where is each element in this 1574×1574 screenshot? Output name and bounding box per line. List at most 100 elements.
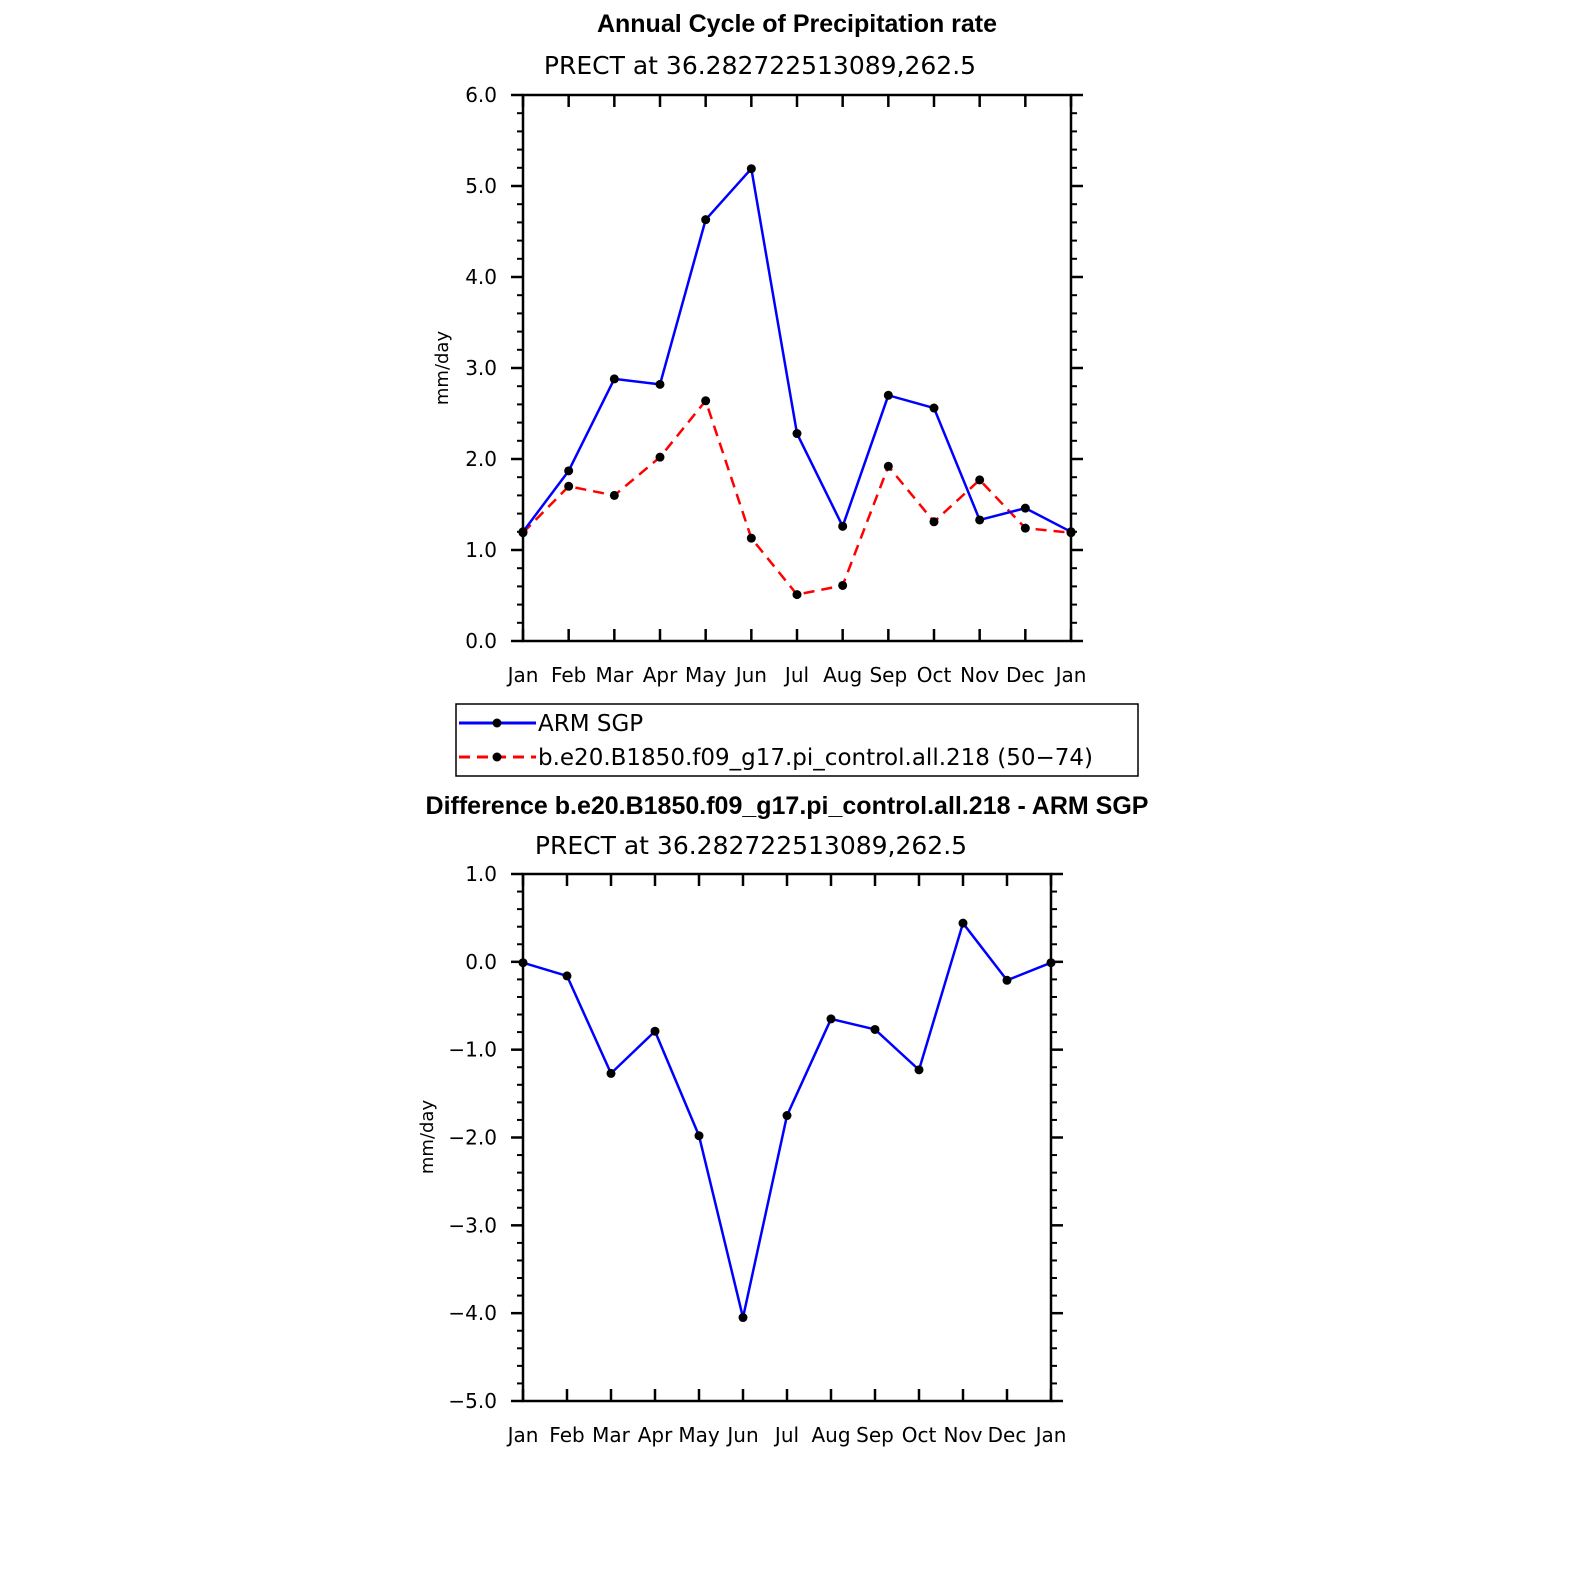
y-tick-label: −3.0 — [448, 1213, 497, 1237]
y-tick-label: 1.0 — [465, 538, 497, 562]
data-point — [738, 1313, 748, 1323]
x-tick-label: Mar — [595, 663, 634, 687]
data-point — [1020, 503, 1030, 513]
x-tick-label: Feb — [551, 663, 586, 687]
series-line — [521, 167, 1072, 533]
y-axis-label: mm/day — [417, 1100, 438, 1175]
x-tick-label: Nov — [960, 663, 999, 687]
x-tick-label: Feb — [549, 1423, 584, 1447]
x-tick-label: Jun — [734, 663, 767, 687]
chart-subtitle: PRECT at 36.282722513089,262.5 — [544, 51, 976, 80]
legend-marker-arm-sgp — [492, 718, 502, 728]
y-tick-labels: 0.0 1.0 2.0 3.0 4.0 5.0 6.0 — [465, 83, 497, 653]
y-tick-label: 3.0 — [465, 356, 497, 380]
data-point — [838, 521, 848, 531]
legend: ARM SGP b.e20.B1850.f09_g17.pi_control.a… — [455, 703, 1139, 777]
data-point — [655, 452, 665, 462]
y-tick-label: −1.0 — [448, 1038, 497, 1062]
x-tick-label: Jan — [506, 1423, 539, 1447]
data-point — [870, 1024, 880, 1034]
y-tick-label: −2.0 — [448, 1126, 497, 1150]
x-tick-label: Dec — [1006, 663, 1045, 687]
data-point — [606, 1068, 616, 1078]
y-tick-labels: −5.0 −4.0 −3.0 −2.0 −1.0 0.0 1.0 — [448, 862, 497, 1413]
x-tick-label: Aug — [811, 1423, 850, 1447]
y-tick-label: −5.0 — [448, 1389, 497, 1413]
chart-subtitle: PRECT at 36.282722513089,262.5 — [535, 831, 967, 860]
difference-chart: Difference b.e20.B1850.f09_g17.pi_contro… — [417, 792, 1148, 1447]
data-point — [564, 466, 574, 476]
x-tick-label: Apr — [638, 1423, 673, 1447]
x-tick-label: Aug — [823, 663, 862, 687]
x-tick-label: Jan — [1054, 663, 1087, 687]
x-tick-label: Sep — [869, 663, 907, 687]
chart-title: Difference b.e20.B1850.f09_g17.pi_contro… — [426, 792, 1149, 820]
data-point — [564, 481, 574, 491]
x-tick-label: Oct — [917, 663, 952, 687]
y-tick-label: −4.0 — [448, 1301, 497, 1325]
data-point — [655, 379, 665, 389]
x-tick-labels: Jan Feb Mar Apr May Jun Jul Aug Sep Oct Nov Dec Jan — [506, 1423, 1067, 1447]
series-line — [522, 921, 1052, 1319]
x-tick-label: May — [685, 663, 727, 687]
x-tick-label: Dec — [988, 1423, 1027, 1447]
data-point — [883, 390, 893, 400]
series-lines — [518, 164, 1076, 600]
data-point — [650, 1026, 660, 1036]
x-tick-label: Nov — [943, 1423, 982, 1447]
data-point — [929, 517, 939, 527]
data-point — [975, 475, 985, 485]
x-tick-label: Jul — [783, 663, 809, 687]
data-point — [746, 533, 756, 543]
data-point — [1002, 975, 1012, 985]
x-tick-label: Jan — [506, 663, 539, 687]
data-point — [609, 490, 619, 500]
plot-frame — [521, 93, 1073, 643]
x-tick-label: Sep — [856, 1423, 894, 1447]
plot-frame — [521, 872, 1053, 1403]
x-tick-label: Mar — [592, 1423, 631, 1447]
data-point — [782, 1111, 792, 1121]
x-tick-label: Jun — [725, 1423, 758, 1447]
data-point — [826, 1014, 836, 1024]
x-tick-labels: Jan Feb Mar Apr May Jun Jul Aug Sep Oct Nov Dec Jan — [506, 663, 1087, 687]
data-point — [701, 215, 711, 225]
y-tick-label: 5.0 — [465, 174, 497, 198]
y-tick-label: 0.0 — [465, 629, 497, 653]
y-axis-label: mm/day — [432, 331, 453, 406]
legend-label-arm-sgp: ARM SGP — [538, 711, 643, 737]
data-point — [701, 396, 711, 406]
data-point — [883, 461, 893, 471]
series-lines — [518, 918, 1056, 1323]
x-tick-label: May — [678, 1423, 720, 1447]
x-tick-label: Apr — [643, 663, 678, 687]
x-tick-label: Oct — [902, 1423, 937, 1447]
data-point — [1020, 523, 1030, 533]
y-tick-label: 1.0 — [465, 862, 497, 886]
legend-box — [455, 703, 1139, 777]
data-point — [792, 429, 802, 439]
data-point — [562, 971, 572, 981]
data-point — [914, 1065, 924, 1075]
y-tick-label: 4.0 — [465, 265, 497, 289]
tick-marks — [511, 93, 1083, 643]
legend-label-model: b.e20.B1850.f09_g17.pi_control.all.218 (… — [538, 745, 1093, 771]
annual-cycle-chart: Annual Cycle of Precipitation rate PRECT… — [432, 10, 1139, 777]
legend-marker-model — [492, 752, 502, 762]
x-tick-label: Jan — [1034, 1423, 1067, 1447]
data-point — [609, 374, 619, 384]
data-point — [694, 1131, 704, 1141]
data-point — [929, 403, 939, 413]
data-point — [958, 918, 968, 928]
y-tick-label: 0.0 — [465, 950, 497, 974]
data-point — [746, 164, 756, 174]
y-tick-label: 6.0 — [465, 83, 497, 107]
data-point — [838, 580, 848, 590]
y-tick-label: 2.0 — [465, 447, 497, 471]
x-tick-label: Jul — [773, 1423, 799, 1447]
tick-marks — [511, 872, 1063, 1403]
data-point — [975, 515, 985, 525]
chart-title: Annual Cycle of Precipitation rate — [597, 10, 997, 38]
data-point — [792, 590, 802, 600]
